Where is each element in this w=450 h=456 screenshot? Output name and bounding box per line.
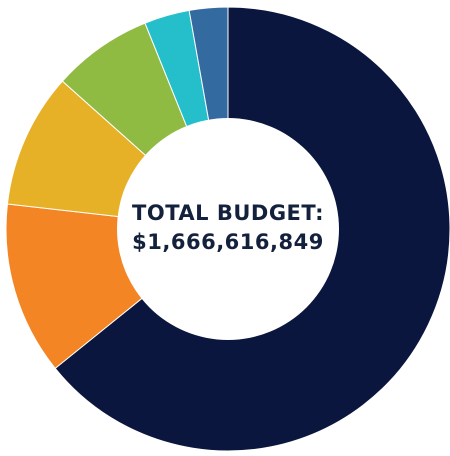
total-budget-value: $1,666,616,849 [132, 230, 324, 254]
donut-hole [117, 118, 339, 340]
total-budget-label: TOTAL BUDGET: [132, 201, 324, 225]
donut-slices [5, 6, 450, 452]
